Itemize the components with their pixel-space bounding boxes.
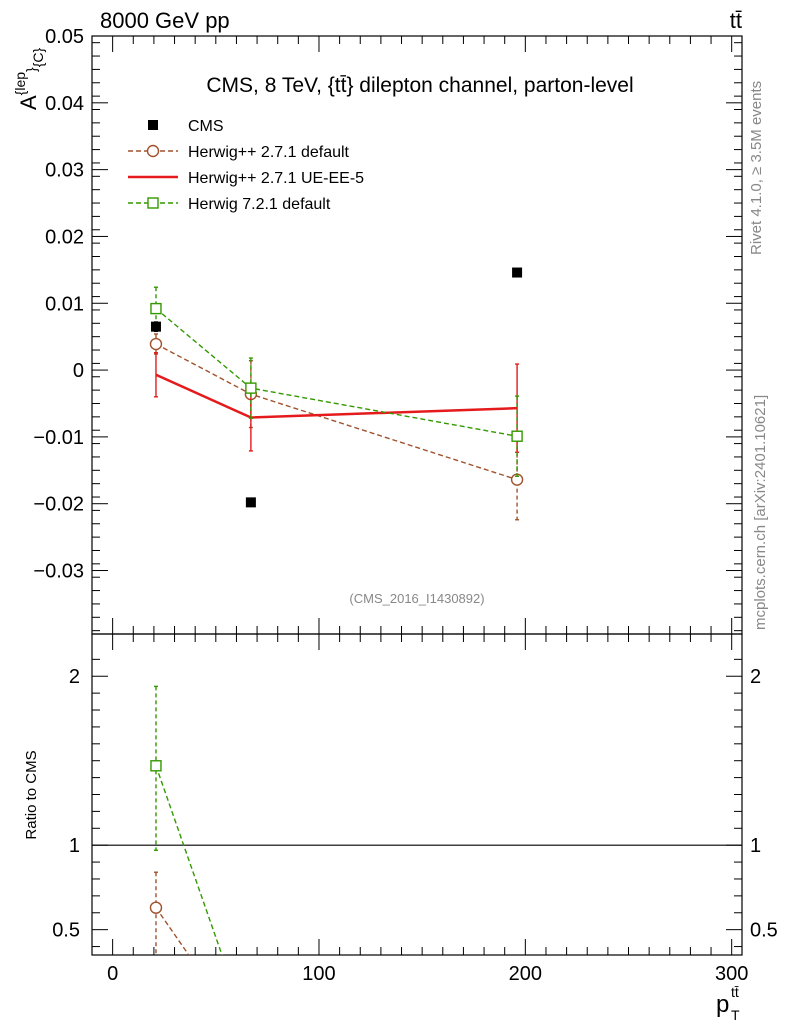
rivet-version-text: Rivet 4.1.0, ≥ 3.5M events <box>748 81 765 255</box>
legend-marker-cms <box>148 120 158 130</box>
svg-text:p: p <box>716 991 729 1018</box>
ratio-y-tick-label: 2 <box>69 666 80 688</box>
ratio-y-label: Ratio to CMS <box>23 750 40 839</box>
chart-title: CMS, 8 TeV, {tt̄} dilepton channel, part… <box>206 74 633 97</box>
ratio-y-tick-label: 1 <box>69 835 80 857</box>
series-herwig-7-2-1-default <box>150 286 523 478</box>
svg-text:tt̄: tt̄ <box>731 984 739 1000</box>
ratio-point-herwig-2-7-1-default <box>149 901 163 914</box>
process-label: tt̄ <box>730 8 742 33</box>
y-tick-label: 0.01 <box>45 293 84 315</box>
main-y-axis: −0.03 −0.02 −0.01 0 0.01 0.02 0.03 0.04 0.05 <box>33 26 742 632</box>
x-tick-label: 100 <box>302 963 335 985</box>
energy-label: 8000 GeV pp <box>100 8 230 33</box>
series-herwig-2-7-1-default <box>149 333 524 521</box>
y-tick-label: 0.02 <box>45 226 84 248</box>
ratio-series-herwig-2-7-1-default <box>149 871 190 955</box>
cms-data-point <box>150 321 161 332</box>
legend-label-herwig-7-2-1-default: Herwig 7.2.1 default <box>188 196 331 213</box>
y-tick-label: 0 <box>73 360 84 382</box>
ratio-line-herwig-2-7-1-default <box>155 907 190 955</box>
herwig-7-2-1-default-point <box>245 382 257 394</box>
cms-data-point <box>245 497 256 508</box>
y-tick-label: 0.03 <box>45 160 84 182</box>
y-tick-label: −0.03 <box>33 561 84 583</box>
herwig-2-7-1-ue-ee-5-line <box>155 373 518 419</box>
herwig-2-7-1-default-point <box>149 337 163 351</box>
ratio-clipped <box>149 685 223 955</box>
analysis-id: (CMS_2016_I1430892) <box>349 591 484 606</box>
y-tick-label: −0.01 <box>33 427 84 449</box>
cms-data-point <box>512 267 523 278</box>
legend-label-cms: CMS <box>188 118 224 135</box>
herwig-7-2-1-default-point <box>150 302 162 315</box>
herwig-7-2-1-default-line <box>155 308 518 437</box>
herwig-7-2-1-default-point <box>511 430 523 442</box>
ratio-line-herwig-7-2-1-default <box>155 765 223 955</box>
ratio-y-tick-label-right: 2 <box>750 666 761 688</box>
main-panel: −0.03 −0.02 −0.01 0 0.01 0.02 0.03 0.04 0.05 CMS… <box>12 26 743 635</box>
main-y-label: A{lep}{C} <box>12 47 46 110</box>
mcplots-text: mcplots.cern.ch [arXiv:2401.10621] <box>752 395 769 630</box>
series-cms <box>150 267 523 508</box>
ratio-y-tick-label-right: 0.5 <box>750 920 778 942</box>
herwig-2-7-1-default-line <box>155 343 518 481</box>
legend-label-herwig-2-7-1-default: Herwig++ 2.7.1 default <box>188 144 350 161</box>
ratio-series <box>149 685 223 955</box>
legend-label-herwig-2-7-1-ue-ee-5: Herwig++ 2.7.1 UE-EE-5 <box>188 170 364 187</box>
x-axis-label: p T tt̄ <box>716 984 740 1023</box>
ratio-y-tick-label: 0.5 <box>52 920 80 942</box>
y-tick-label: 0.05 <box>45 26 84 48</box>
x-tick-label: 300 <box>715 963 748 985</box>
series-herwig-2-7-1-ue-ee-5 <box>153 352 520 453</box>
y-tick-label: −0.02 <box>33 494 84 516</box>
ratio-point-herwig-7-2-1-default <box>150 760 162 772</box>
svg-text:A{lep}{C}: A{lep}{C} <box>12 47 46 110</box>
ratio-y-axis: 0.5 0.5 1 1 2 2 <box>52 658 778 948</box>
legend-marker-herwig-7-2-1-default <box>147 197 159 209</box>
ratio-x-axis: 0 100 200 300 <box>91 634 748 985</box>
main-x-ticks <box>91 36 733 634</box>
legend-marker-herwig-2-7-1-default <box>146 144 160 158</box>
main-series <box>149 267 524 521</box>
y-tick-label: 0.04 <box>45 93 84 115</box>
ratio-frame <box>91 633 743 956</box>
ratio-y-tick-label-right: 1 <box>750 835 761 857</box>
svg-text:T: T <box>731 1007 740 1023</box>
legend: CMS Herwig++ 2.7.1 default Herwig++ 2.7.1 … <box>128 118 364 213</box>
x-tick-label: 0 <box>107 963 118 985</box>
ratio-series-herwig-7-2-1-default <box>150 685 223 955</box>
ratio-panel: 0.5 0.5 1 1 2 2 0 100 200 300 Ratio to CMS p T t… <box>23 633 778 1023</box>
x-tick-label: 200 <box>509 963 542 985</box>
